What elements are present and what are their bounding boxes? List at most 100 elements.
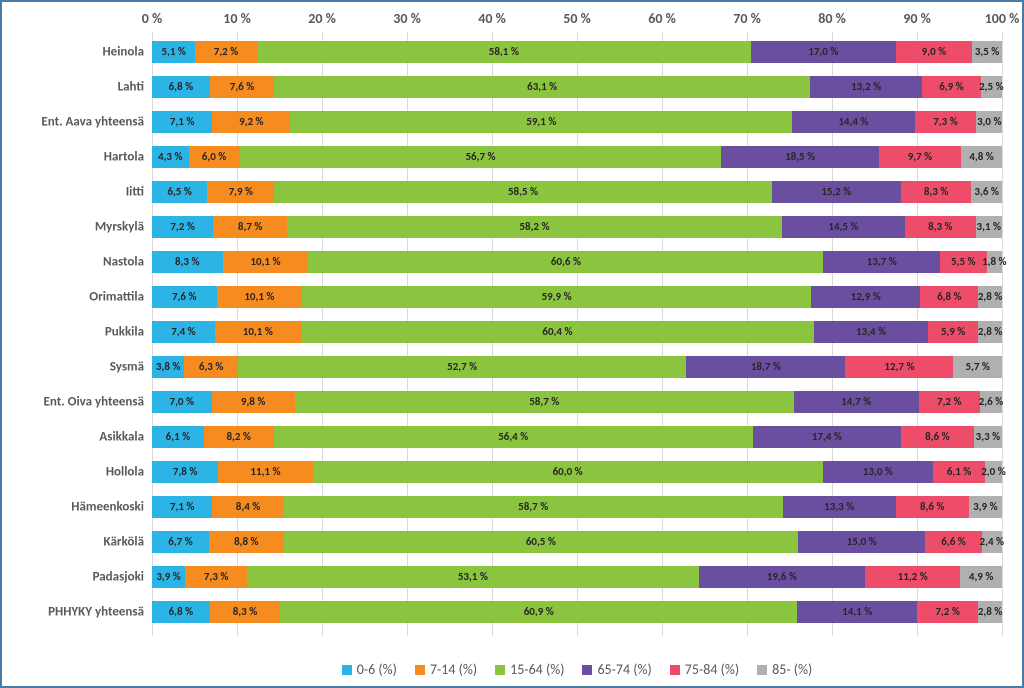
bar-segment: 14,7 % <box>794 391 919 413</box>
bar-segment-label: 56,7 % <box>465 150 495 163</box>
bar-segment: 15,2 % <box>772 181 901 203</box>
bar-segment-label: 59,9 % <box>542 290 572 303</box>
bar-segment-label: 12,7 % <box>884 360 914 373</box>
bar-segment: 8,3 % <box>152 251 223 273</box>
bar-segment-label: 60,0 % <box>553 465 583 478</box>
bar-segment-label: 6,8 % <box>937 290 962 303</box>
bar-segment: 59,9 % <box>302 286 811 308</box>
bar-segment-label: 13,4 % <box>856 325 886 338</box>
bar-row: 7,1 %9,2 %59,1 %14,4 %7,3 %3,0 % <box>152 111 1002 133</box>
bar-segment-label: 2,6 % <box>979 395 1004 408</box>
bar-segment-label: 7,0 % <box>170 395 195 408</box>
category-label: Iitti <box>126 184 144 199</box>
bar-segment-label: 63,1 % <box>527 80 557 93</box>
bar-segment: 7,3 % <box>185 566 247 588</box>
legend-item: 0-6 (%) <box>342 661 397 678</box>
bar-segment: 2,6 % <box>980 391 1002 413</box>
bar-segment: 3,8 % <box>152 356 184 378</box>
bar-segment-label: 17,4 % <box>812 430 842 443</box>
bar-segment-label: 7,9 % <box>229 185 254 198</box>
x-axis-tick-label: 80 % <box>818 10 846 27</box>
category-label: Hollola <box>106 464 144 479</box>
bar-segment: 58,2 % <box>287 216 782 238</box>
bar-segment-label: 6,0 % <box>202 150 227 163</box>
bar-segment-label: 13,3 % <box>824 500 854 513</box>
bar-row: 7,2 %8,7 %58,2 %14,5 %8,3 %3,1 % <box>152 216 1002 238</box>
bar-segment: 2,5 % <box>981 76 1002 98</box>
bar-segment-label: 15,0 % <box>847 535 877 548</box>
bar-segment: 6,1 % <box>933 461 985 483</box>
bar-segment: 9,8 % <box>212 391 295 413</box>
bar-segment-label: 2,8 % <box>978 605 1003 618</box>
bar-segment: 7,9 % <box>207 181 274 203</box>
bar-segment: 3,1 % <box>976 216 1002 238</box>
bar-segment: 6,7 % <box>152 531 209 553</box>
bar-segment: 58,1 % <box>257 41 751 63</box>
bar-segment: 3,3 % <box>974 426 1002 448</box>
bar-segment: 5,5 % <box>940 251 987 273</box>
bar-segment-label: 13,2 % <box>851 80 881 93</box>
category-label: Sysmä <box>110 359 144 374</box>
bar-segment: 2,8 % <box>978 601 1002 623</box>
bar-segment: 60,5 % <box>284 531 798 553</box>
bar-segment-label: 5,9 % <box>941 325 966 338</box>
bar-segment: 13,4 % <box>814 321 928 343</box>
bar-segment: 8,4 % <box>212 496 283 518</box>
legend-swatch <box>495 665 505 675</box>
bar-segment: 53,1 % <box>247 566 698 588</box>
bar-segment-label: 59,1 % <box>526 115 556 128</box>
category-label: Hämeenkoski <box>71 499 144 514</box>
bar-segment-label: 7,2 % <box>214 45 239 58</box>
bar-row: 8,3 %10,1 %60,6 %13,7 %5,5 %1,8 % <box>152 251 1002 273</box>
bar-segment: 8,3 % <box>210 601 280 623</box>
bar-segment: 2,8 % <box>978 286 1002 308</box>
bar-segment: 3,6 % <box>971 181 1002 203</box>
bar-segment-label: 58,5 % <box>508 185 538 198</box>
bar-segment: 3,5 % <box>972 41 1002 63</box>
bar-segment-label: 6,5 % <box>167 185 192 198</box>
category-label: Lahti <box>118 79 144 94</box>
bar-segment: 60,9 % <box>280 601 797 623</box>
category-label: Asikkala <box>99 429 144 444</box>
bar-segment: 6,5 % <box>152 181 207 203</box>
bar-segment: 10,1 % <box>217 286 303 308</box>
bar-segment-label: 12,9 % <box>851 290 881 303</box>
x-axis-tick-label: 60 % <box>648 10 676 27</box>
bar-segment-label: 60,9 % <box>524 605 554 618</box>
bar-segment: 5,7 % <box>953 356 1001 378</box>
bar-segment: 10,1 % <box>223 251 309 273</box>
bar-row: 7,0 %9,8 %58,7 %14,7 %7,2 %2,6 % <box>152 391 1002 413</box>
bar-segment-label: 9,2 % <box>239 115 264 128</box>
bar-segment-label: 7,2 % <box>935 605 960 618</box>
bar-segment: 7,8 % <box>152 461 218 483</box>
bar-segment: 13,3 % <box>783 496 896 518</box>
bar-segment: 11,1 % <box>218 461 312 483</box>
bar-segment: 9,2 % <box>212 111 290 133</box>
bar-segment-label: 58,7 % <box>529 395 559 408</box>
bar-segment: 56,4 % <box>274 426 753 448</box>
bar-segment: 8,3 % <box>905 216 976 238</box>
bar-segment: 5,1 % <box>152 41 195 63</box>
legend-swatch <box>415 665 425 675</box>
bar-segment-label: 14,1 % <box>842 605 872 618</box>
chart-frame: 0 %10 %20 %30 %40 %50 %60 %70 %80 %90 %1… <box>0 0 1024 688</box>
bar-segment: 8,6 % <box>901 426 974 448</box>
bar-segment: 2,4 % <box>982 531 1002 553</box>
bar-segment-label: 7,8 % <box>173 465 198 478</box>
bar-segment: 4,8 % <box>961 146 1002 168</box>
bar-segment: 7,4 % <box>152 321 215 343</box>
bar-segment-label: 8,2 % <box>226 430 251 443</box>
bar-segment: 8,3 % <box>901 181 972 203</box>
category-label: Nastola <box>103 254 144 269</box>
bar-segment: 7,1 % <box>152 111 212 133</box>
legend-item: 7-14 (%) <box>415 661 477 678</box>
bar-segment: 14,5 % <box>782 216 905 238</box>
bar-segment-label: 2,4 % <box>980 535 1005 548</box>
bar-segment: 6,8 % <box>920 286 978 308</box>
legend-item: 65-74 (%) <box>582 661 651 678</box>
bar-segment-label: 6,7 % <box>168 535 193 548</box>
legend-item: 85- (%) <box>757 661 812 678</box>
bar-segment-label: 9,8 % <box>241 395 266 408</box>
bar-segment-label: 5,5 % <box>951 255 976 268</box>
bar-segment-label: 6,8 % <box>169 80 194 93</box>
